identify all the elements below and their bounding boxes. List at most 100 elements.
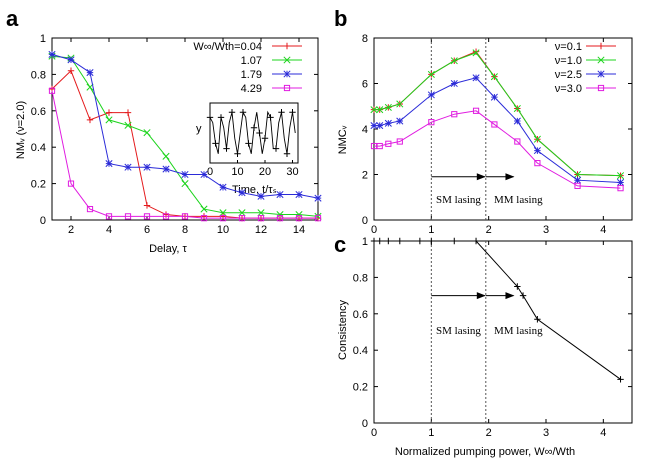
panel-a-data-point (257, 192, 265, 200)
panel-a-data-point (105, 109, 113, 116)
panel-a-data-point (238, 209, 246, 217)
panel-label-a: a (6, 6, 19, 31)
inset-data-point (272, 145, 280, 152)
panel-a-legend-marker (283, 56, 291, 64)
panel-c-frame (373, 240, 633, 424)
panel-c-data-point (385, 237, 392, 245)
panel-c-xtick-label: 3 (543, 427, 549, 439)
inset-data-point (267, 114, 274, 121)
panel-b-sm-lasing: SM lasing (436, 194, 481, 206)
panel-b-frame (373, 37, 633, 221)
panel-a-data-point (105, 213, 113, 220)
panel-a-data-point (276, 190, 284, 199)
panel-b-data-point (396, 117, 404, 125)
panel-a-data-point (86, 205, 94, 213)
panel-a-data-point (162, 152, 170, 160)
legend-a-label-2: 1.07 (241, 55, 262, 67)
panel-b-ylabel: NMCᵥ (337, 125, 349, 154)
panel-a-data-point (86, 69, 94, 77)
legend-b-label-1: ν=0.1 (555, 41, 582, 53)
panel-a-ytick-label: 0.8 (31, 69, 46, 81)
panel-b-data-point (513, 117, 521, 125)
panel-b-ytick-label: 8 (362, 33, 368, 45)
panel-b-xtick-label: 2 (486, 224, 492, 236)
panel-b-data-point (427, 70, 435, 78)
panel-c-data-point (514, 283, 521, 290)
panel-b-data-point (376, 122, 384, 130)
panel-b-data-point (513, 104, 521, 113)
panel-c-series-line (374, 240, 621, 380)
legend-a-label-4: 4.29 (241, 83, 262, 95)
panel-a-ytick-label: 0.6 (31, 106, 46, 118)
panel-a-series-line (51, 90, 318, 219)
legend-a-title: W∞/Wth=0.04 (193, 41, 262, 53)
panel-a-data-point (67, 56, 75, 64)
panel-b-data-point (574, 182, 581, 189)
panel-a-ytick-label: 0.4 (31, 142, 46, 154)
panel-a-data-point (124, 213, 132, 220)
panel-b-data-point (370, 142, 378, 150)
panel-a-xtick-label: 10 (217, 224, 229, 236)
panel-b-data-point (533, 135, 541, 143)
panel-a-data-point (48, 87, 56, 94)
inset-data-point (206, 114, 214, 121)
panel-b-data-point (533, 147, 541, 155)
panel-b-xtick-label: 1 (428, 224, 434, 236)
panel-c-xtick-label: 4 (600, 427, 606, 439)
panel-b-ytick-label: 6 (362, 79, 368, 91)
panel-b-data-point (616, 172, 625, 180)
panel-b-data-point (376, 142, 383, 150)
inset-data-point (234, 150, 241, 157)
panel-a-xtick-label: 12 (255, 224, 267, 236)
panel-b-data-point (385, 140, 392, 147)
panel-c-ytick-label: 0.8 (353, 272, 368, 284)
inset-data-point (239, 109, 247, 116)
panel-a-data-point (181, 180, 189, 188)
panel-c-xtick-label: 2 (486, 427, 492, 439)
inset-data-point (228, 109, 236, 116)
panel-b-data-point (370, 106, 378, 114)
panel-b-data-point (617, 185, 624, 192)
panel-a-data-point (219, 209, 227, 217)
panel-b-data-point (384, 119, 392, 127)
panel-b-mm-lasing: MM lasing (494, 194, 543, 206)
panel-b-data-point (450, 57, 458, 65)
panel-b-data-point (472, 49, 480, 57)
panel-b-legend-marker (597, 42, 605, 50)
panel-b-data-point (490, 93, 498, 101)
panel-c-ylabel: Consistency (337, 300, 349, 360)
panel-a-data-point (200, 170, 208, 179)
panel-b-series-line (374, 51, 621, 177)
panel-a-data-point (181, 213, 189, 220)
panel-b-data-point (427, 91, 435, 99)
panel-c-ytick-label: 0.6 (353, 309, 368, 321)
panel-c-data-point (617, 376, 624, 383)
panel-a-data-point (314, 215, 322, 222)
panel-c-xtick-label: 0 (371, 427, 377, 439)
inset-data-point (256, 129, 263, 137)
panel-b-data-point (396, 100, 404, 108)
panel-b-xtick-label: 3 (543, 224, 549, 236)
panel-a-ytick-label: 1 (40, 33, 46, 45)
panel-b-data-point (573, 170, 582, 179)
panel-a-data-point (124, 109, 132, 116)
inset-data-point (289, 109, 296, 116)
panel-a-data-point (143, 163, 151, 171)
panel-a-legend-marker (283, 42, 291, 50)
inset-data-point (261, 135, 269, 142)
panel-b-data-point (491, 121, 498, 128)
panel-a-data-point (105, 160, 113, 168)
panel-b-legend-marker (597, 70, 605, 78)
panel-b-data-point (534, 160, 541, 167)
panel-c-data-point (472, 237, 480, 245)
panel-a-data-point (219, 215, 227, 222)
panel-a-data-point (257, 209, 265, 217)
panel-b-data-point (472, 48, 480, 55)
panel-c-arrowhead (505, 292, 515, 300)
panel-b-data-point (370, 122, 378, 130)
panel-b-arrowhead (505, 173, 515, 181)
panel-b-xtick-label: 0 (371, 224, 377, 236)
panel-b-data-point (514, 138, 521, 145)
panel-label-c: c (334, 232, 346, 257)
inset-data-point (245, 140, 252, 147)
